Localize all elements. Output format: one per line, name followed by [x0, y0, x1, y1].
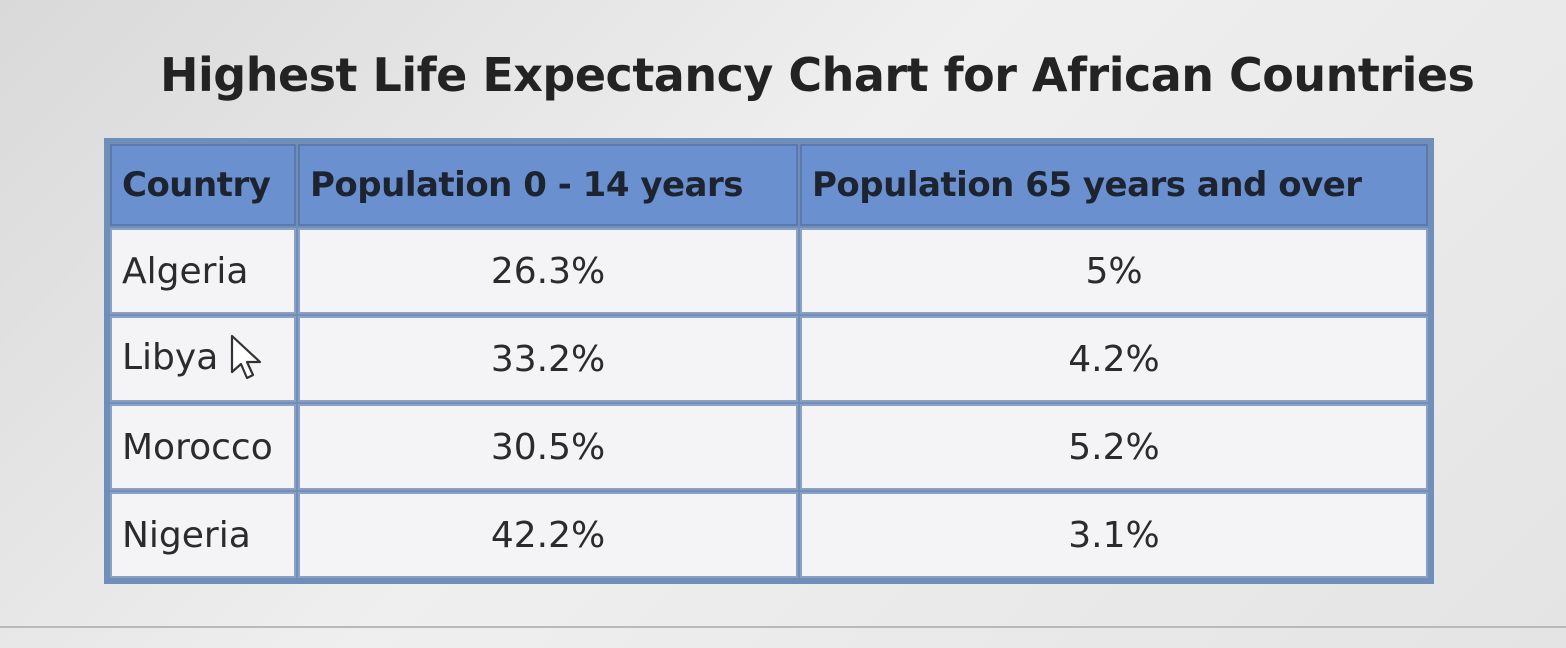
table-row: Libya 33.2% 4.2%	[110, 316, 1428, 402]
table-row: Nigeria 42.2% 3.1%	[110, 492, 1428, 578]
column-header-population-65-over: Population 65 years and over	[800, 144, 1428, 226]
cell-population-0-14: 42.2%	[298, 492, 798, 578]
cell-population-0-14: 33.2%	[298, 316, 798, 402]
cell-population-65-over: 4.2%	[800, 316, 1428, 402]
table-row: Algeria 26.3% 5%	[110, 228, 1428, 314]
cell-population-65-over: 3.1%	[800, 492, 1428, 578]
column-header-country: Country	[110, 144, 296, 226]
mouse-pointer-icon	[231, 334, 262, 380]
cell-country: Algeria	[110, 228, 296, 314]
divider	[0, 626, 1566, 628]
page-title: Highest Life Expectancy Chart for Africa…	[160, 48, 1475, 102]
cell-country-with-cursor: Libya	[110, 316, 296, 402]
cell-population-0-14: 30.5%	[298, 404, 798, 490]
cell-population-0-14: 26.3%	[298, 228, 798, 314]
table-row: Morocco 30.5% 5.2%	[110, 404, 1428, 490]
cell-population-65-over: 5%	[800, 228, 1428, 314]
data-table-container: Country Population 0 - 14 years Populati…	[104, 138, 1434, 584]
cell-country: Nigeria	[110, 492, 296, 578]
cell-country: Libya	[122, 337, 219, 378]
life-expectancy-table: Country Population 0 - 14 years Populati…	[108, 142, 1430, 580]
cell-population-65-over: 5.2%	[800, 404, 1428, 490]
column-header-population-0-14: Population 0 - 14 years	[298, 144, 798, 226]
cell-country: Morocco	[110, 404, 296, 490]
table-header-row: Country Population 0 - 14 years Populati…	[110, 144, 1428, 226]
